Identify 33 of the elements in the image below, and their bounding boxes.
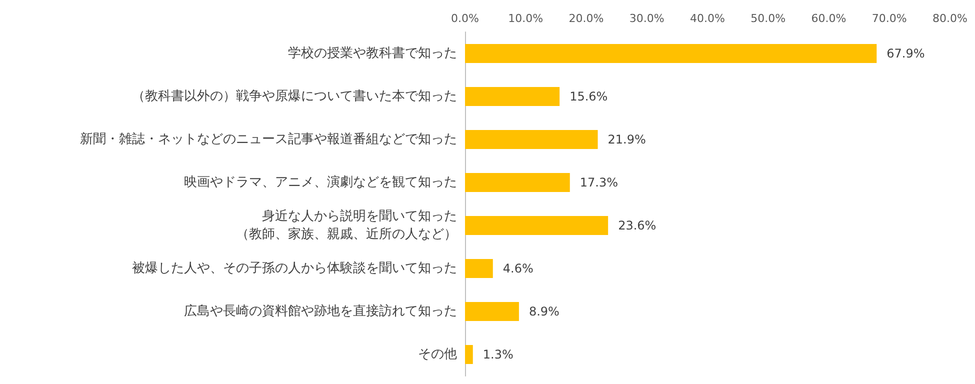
bar (465, 216, 608, 235)
x-tick-label: 10.0% (508, 12, 544, 25)
y-tick-label: 広島や長崎の資料館や跡地を直接訪れて知った (184, 303, 457, 319)
bar (465, 44, 877, 63)
data-label: 8.9% (528, 304, 560, 318)
bar (465, 345, 473, 364)
data-label: 67.9% (886, 46, 925, 60)
data-label: 4.6% (502, 262, 534, 276)
y-tick-label: 新聞・雑誌・ネットなどのニュース記事や報道番組などで知った (80, 132, 457, 147)
x-tick-label: 40.0% (690, 12, 725, 25)
bar (465, 259, 493, 278)
bar (465, 130, 598, 149)
x-tick-label: 80.0% (932, 12, 968, 25)
y-tick-label: その他 (418, 347, 457, 362)
x-tick-label: 50.0% (750, 12, 786, 25)
data-label: 1.3% (482, 348, 514, 362)
bar (465, 173, 570, 192)
x-tick-label: 0.0% (451, 12, 479, 25)
data-label: 15.6% (570, 90, 608, 104)
data-label: 23.6% (618, 218, 656, 232)
y-tick-label: 映画やドラマ、アニメ、演劇などを観て知った (184, 175, 457, 190)
data-label: 17.3% (580, 176, 618, 190)
y-tick-label: 被爆した人や、その子孫の人から体験談を聞いて知った (132, 261, 457, 276)
y-tick-label: 学校の授業や教科書で知った (288, 46, 457, 61)
x-tick-label: 30.0% (629, 12, 664, 25)
y-tick-label: 身近な人から説明を聞いて知った（教師、家族、親戚、近所の人など） (236, 209, 457, 242)
y-tick-label: （教科書以外の）戦争や原爆について書いた本で知った (132, 89, 457, 104)
data-label: 21.9% (608, 132, 646, 146)
bar (465, 87, 560, 106)
bar (465, 302, 519, 321)
x-tick-label: 70.0% (872, 12, 907, 25)
x-tick-label: 20.0% (568, 12, 604, 25)
x-tick-label: 60.0% (811, 12, 846, 25)
